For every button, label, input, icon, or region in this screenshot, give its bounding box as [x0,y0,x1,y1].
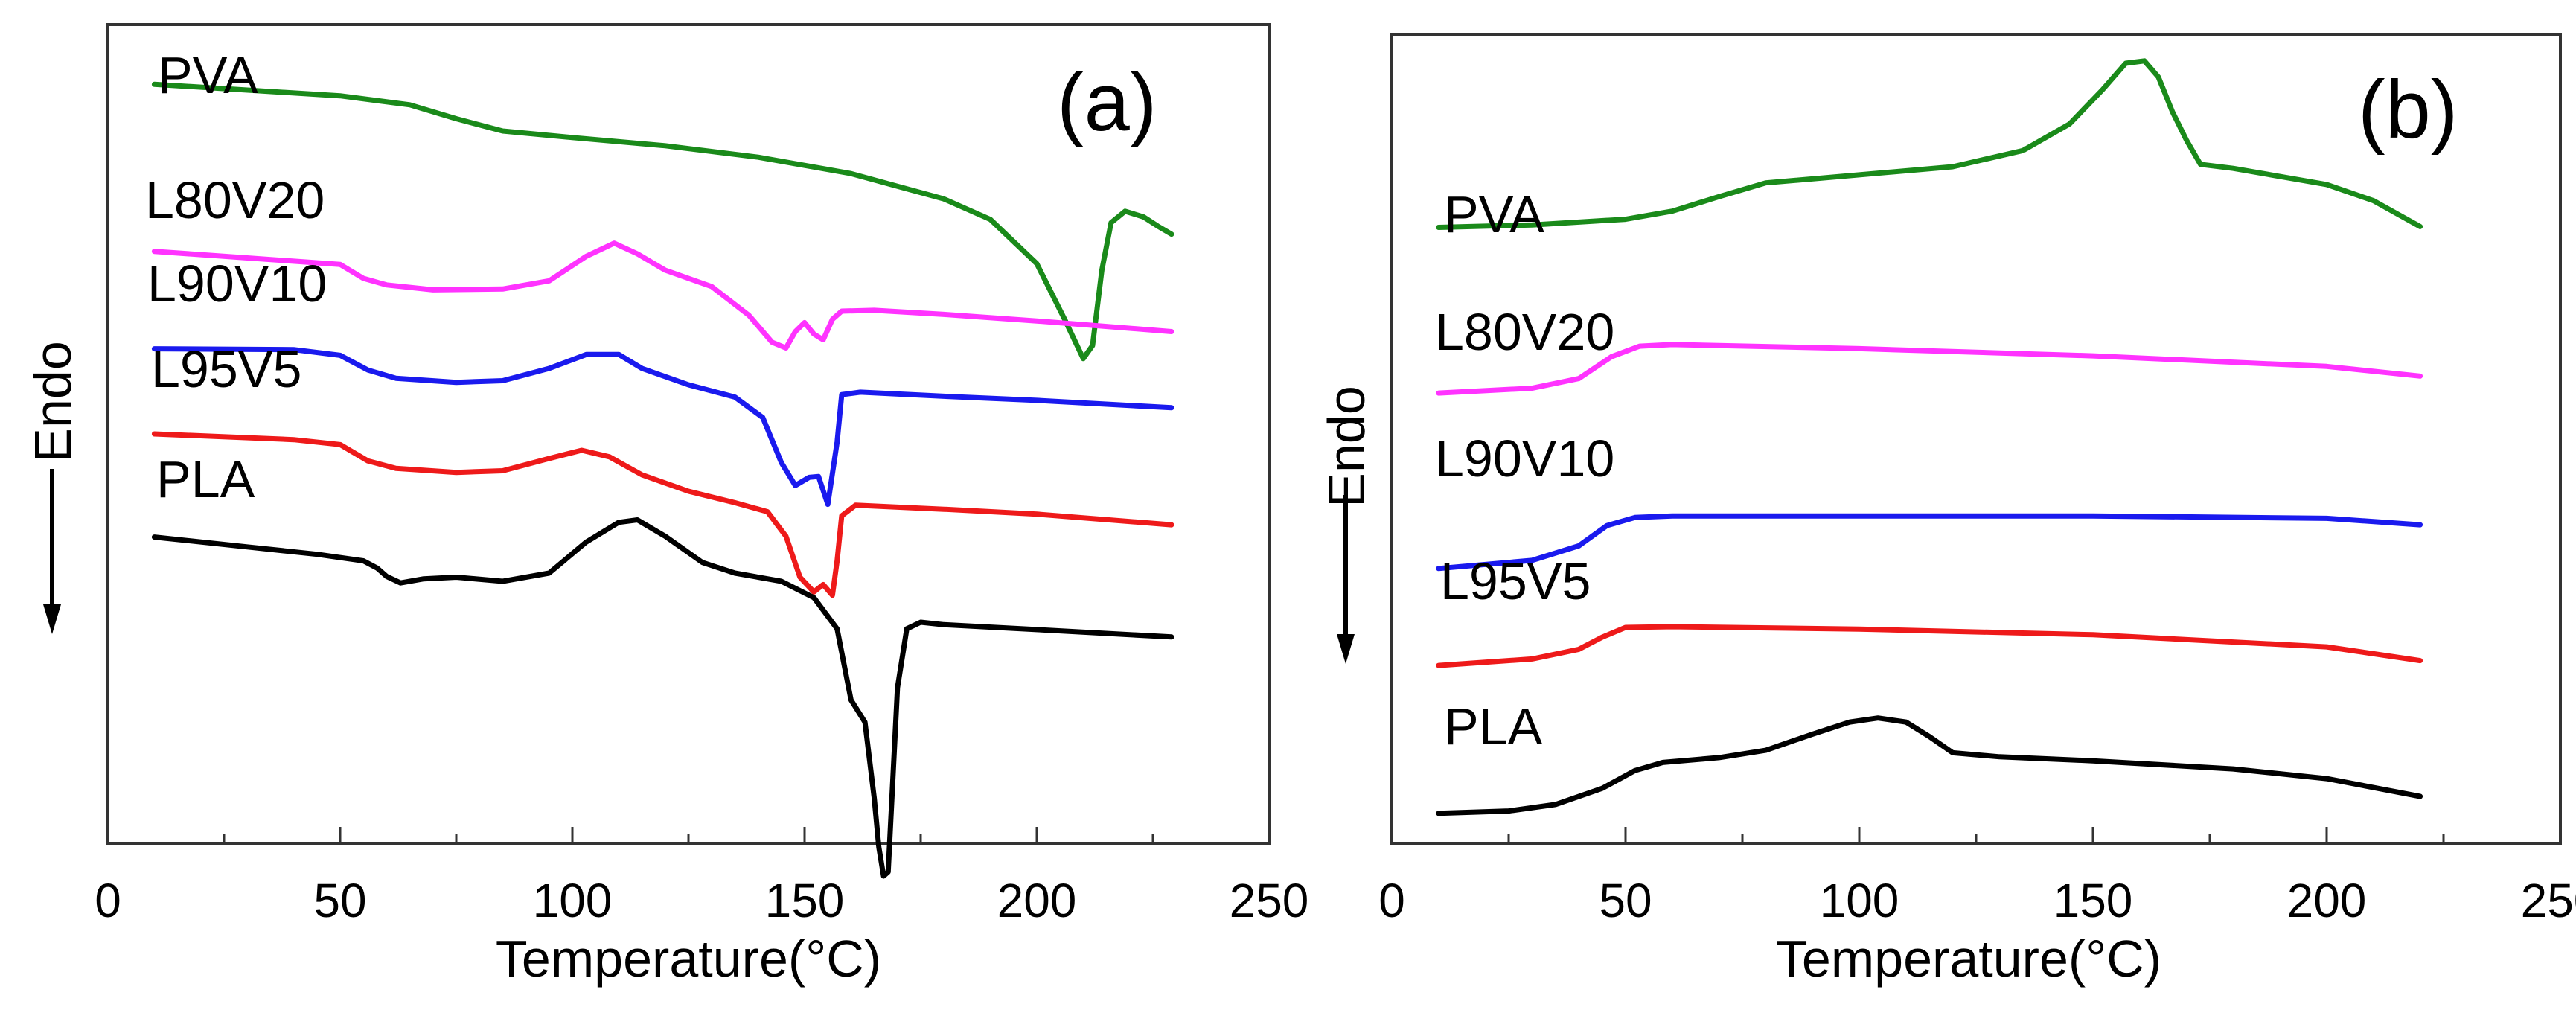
x-tick-label: 150 [765,874,845,927]
series-label-pla: PLA [156,450,255,508]
series-label-l95v5: L95V5 [1440,552,1591,610]
series-label-l80v20: L80V20 [1435,303,1614,361]
x-tick-label: 100 [1820,874,1899,927]
series-label-l90v10: L90V10 [147,255,327,313]
x-tick-label: 200 [2287,874,2367,927]
series-line-l90v10 [1436,513,2423,572]
x-tick-label: 0 [95,874,121,927]
y-axis-title-a: Endo [24,341,82,462]
panel-a: 0 50 100 150 200 250 PVA L80V20 L90V10 L95V5 … [24,23,1308,988]
series-label-l95v5: L95V5 [151,340,301,398]
x-ticks-a: 0 50 100 150 200 250 [95,827,1308,927]
y-arrow-head-a [43,604,61,634]
x-tick-label: 250 [2521,874,2576,927]
x-tick-label: 150 [2054,874,2133,927]
x-tick-label: 0 [1378,874,1405,927]
series-label-pva: PVA [158,46,258,104]
panel-label-b: (b) [2358,64,2458,156]
series-line-pla [1436,715,2423,816]
x-tick-label: 50 [313,874,366,927]
x-ticks-b: 0 50 100 150 200 250 [1378,827,2576,927]
series-line-l90v10 [151,346,1174,508]
x-tick-label: 250 [1230,874,1309,927]
series-line-pva [1436,58,2423,230]
panel-label-a: (a) [1057,57,1157,148]
x-tick-label: 50 [1599,874,1652,927]
x-tick-label: 200 [997,874,1077,927]
series-label-l80v20: L80V20 [145,171,325,229]
y-arrow-head-b [1337,634,1355,664]
x-axis-title-a: Temperature(°C) [496,930,881,988]
series-label-pla: PLA [1444,697,1543,755]
series-label-pva: PVA [1444,185,1544,243]
x-tick-label: 100 [533,874,613,927]
series-line-pla [151,517,1174,879]
series-group-a [151,81,1174,879]
y-axis-title-b: Endo [1317,386,1375,507]
series-group-b [1436,58,2423,816]
x-axis-title-b: Temperature(°C) [1776,930,2161,988]
series-line-pva [151,81,1174,362]
series-line-l80v20 [151,240,1174,351]
series-line-l80v20 [1436,342,2423,396]
series-line-l95v5 [1436,624,2423,668]
series-label-l90v10: L90V10 [1435,429,1614,488]
series-line-l95v5 [151,431,1174,598]
